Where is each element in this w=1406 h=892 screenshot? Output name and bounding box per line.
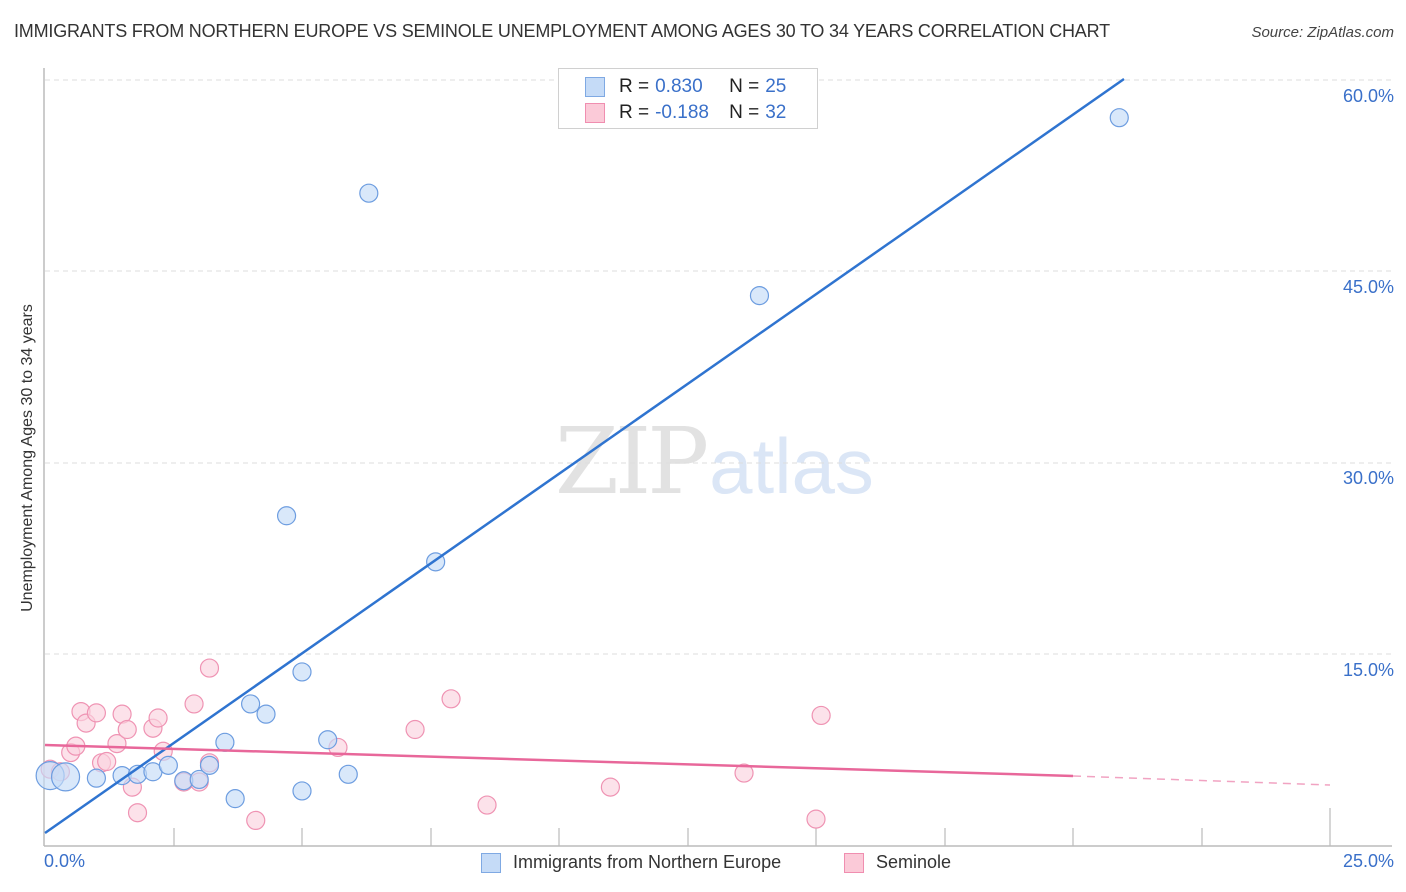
n-value: 25 xyxy=(765,76,787,97)
legend-row-seminole: R = -0.188 N = 32 xyxy=(585,101,786,125)
data-point xyxy=(405,719,425,740)
data-point xyxy=(117,719,137,740)
northern-europe-trendline xyxy=(44,77,1125,835)
y-tick-60: 60.0% xyxy=(1342,86,1394,106)
legend-label: Immigrants from Northern Europe xyxy=(513,852,782,872)
data-point xyxy=(292,781,312,801)
data-point xyxy=(86,703,107,723)
data-point xyxy=(215,732,235,752)
data-point xyxy=(189,769,209,790)
data-point xyxy=(292,662,312,682)
watermark-atlas: atlas xyxy=(709,422,874,510)
data-point xyxy=(811,705,831,726)
data-point xyxy=(241,694,261,714)
n-label: N = xyxy=(729,102,760,123)
r-label: R = xyxy=(619,102,650,123)
pink-swatch-icon xyxy=(844,852,864,873)
data-point xyxy=(199,755,220,775)
y-axis-label: Unemployment Among Ages 30 to 34 years xyxy=(19,304,36,612)
data-point xyxy=(441,689,461,709)
r-value: 0.830 xyxy=(655,76,703,97)
legend-item-northern-europe[interactable]: Immigrants from Northern Europe xyxy=(481,852,781,873)
n-value: 32 xyxy=(765,102,787,123)
series-legend: Immigrants from Northern Europe Seminole xyxy=(0,852,1406,878)
data-point xyxy=(1109,108,1129,128)
r-label: R = xyxy=(619,76,650,97)
data-point xyxy=(199,658,220,678)
legend-row-northern-europe: R = 0.830 N = 25 xyxy=(585,75,786,99)
data-point xyxy=(158,755,178,775)
y-tick-15: 15.0% xyxy=(1342,660,1394,680)
data-point xyxy=(50,762,81,792)
legend-label: Seminole xyxy=(876,852,952,872)
data-point xyxy=(477,795,497,815)
seminole-points xyxy=(40,658,831,831)
data-point xyxy=(225,789,245,809)
data-point xyxy=(86,768,107,788)
legend-item-seminole[interactable]: Seminole xyxy=(844,852,951,873)
data-point xyxy=(806,809,826,829)
n-label: N = xyxy=(729,76,760,97)
data-point xyxy=(734,763,754,783)
seminole-trendline-extension xyxy=(1072,775,1331,786)
data-point xyxy=(338,764,358,784)
data-point xyxy=(276,506,297,526)
y-tick-30: 30.0% xyxy=(1342,468,1394,488)
data-point xyxy=(127,803,148,823)
x-tick-25: 25.0% xyxy=(1342,851,1394,871)
data-point xyxy=(600,777,621,797)
data-point xyxy=(749,286,770,306)
data-point xyxy=(148,708,168,728)
x-tick-0: 0.0% xyxy=(44,851,86,871)
data-point xyxy=(246,810,266,831)
blue-swatch-icon xyxy=(481,852,501,873)
data-point xyxy=(97,751,117,772)
zipatlas-watermark: ZIPatlas xyxy=(555,408,874,515)
data-point xyxy=(318,730,338,750)
seminole-trendline xyxy=(44,743,1074,778)
gridlines xyxy=(45,79,1392,655)
data-point xyxy=(359,183,379,203)
y-tick-45: 45.0% xyxy=(1342,277,1394,297)
northern-europe-points xyxy=(35,108,1129,809)
data-point xyxy=(184,694,204,714)
source-label: Source: ZipAtlas.com xyxy=(1251,24,1394,41)
watermark-zip: ZIP xyxy=(555,408,709,515)
trendlines xyxy=(44,77,1331,835)
pink-swatch-icon xyxy=(585,103,605,123)
r-value: -0.188 xyxy=(655,102,709,123)
chart-title: IMMIGRANTS FROM NORTHERN EUROPE VS SEMIN… xyxy=(14,21,1110,41)
axes xyxy=(43,68,1392,847)
correlation-legend: R = 0.830 N = 25 R = -0.188 N = 32 xyxy=(558,68,818,129)
data-point xyxy=(256,704,276,724)
blue-swatch-icon xyxy=(585,77,605,97)
